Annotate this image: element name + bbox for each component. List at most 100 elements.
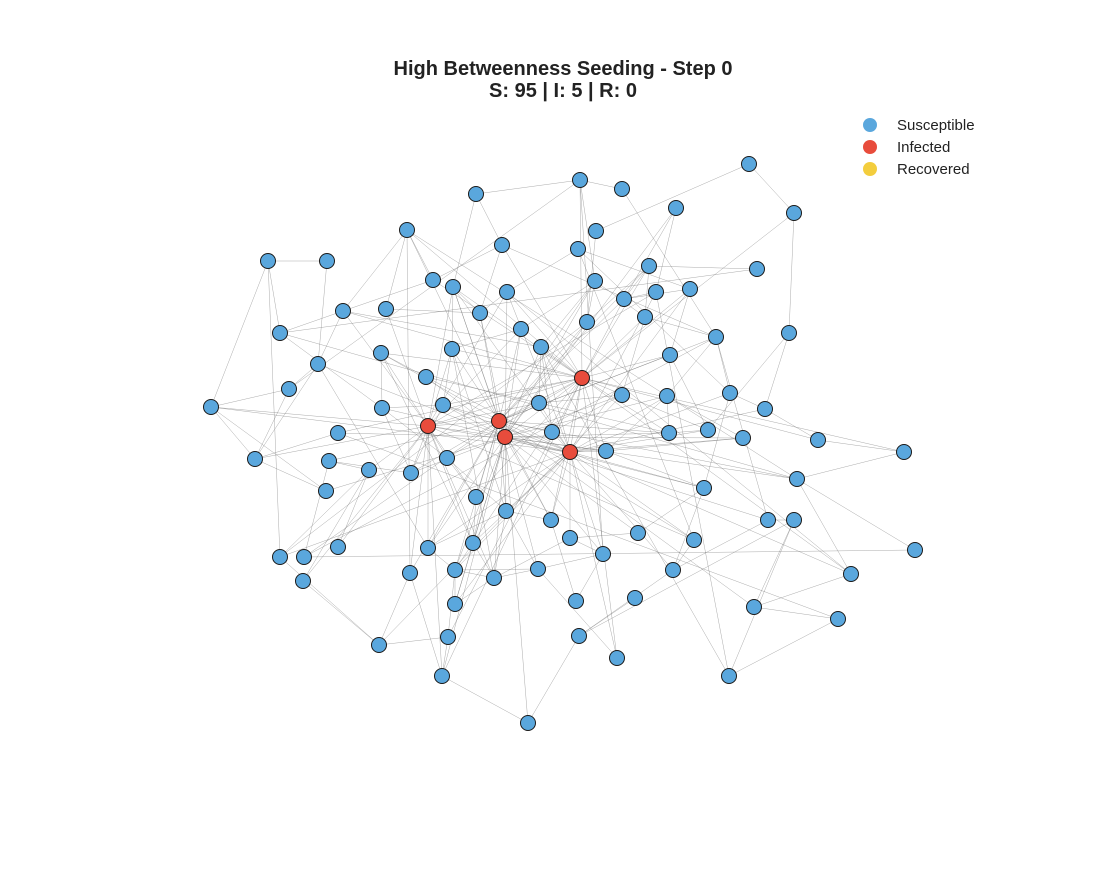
network-edge (666, 336, 717, 397)
susceptible-node (662, 347, 678, 363)
network-edge (427, 291, 657, 427)
network-edge (317, 260, 328, 365)
network-edge (498, 420, 670, 434)
network-edge (550, 451, 571, 521)
susceptible-node (472, 305, 488, 321)
network-edge (254, 458, 327, 492)
network-edge (409, 425, 429, 574)
susceptible-node (402, 565, 418, 581)
susceptible-node (641, 258, 657, 274)
susceptible-node (295, 573, 311, 589)
susceptible-node (562, 530, 578, 546)
network-edge (605, 395, 668, 452)
susceptible-node (760, 512, 776, 528)
susceptible-node (374, 400, 390, 416)
network-edge (504, 328, 522, 438)
network-edge (569, 377, 583, 453)
susceptible-node (588, 223, 604, 239)
network-edge (279, 332, 383, 409)
network-edge (644, 265, 650, 318)
susceptible-node (321, 453, 337, 469)
network-edge (581, 288, 691, 379)
network-nodes (203, 156, 923, 731)
network-edge (595, 163, 750, 232)
network-edge (666, 395, 744, 439)
network-edge (337, 425, 429, 548)
susceptible-node (627, 590, 643, 606)
susceptible-node (520, 715, 536, 731)
susceptible-node (595, 546, 611, 562)
network-edge (569, 395, 668, 453)
susceptible-node (757, 401, 773, 417)
network-edge (210, 406, 571, 453)
network-edge (540, 346, 553, 433)
susceptible-node (420, 540, 436, 556)
network-edge (648, 265, 758, 270)
network-edge (442, 404, 506, 438)
susceptible-node (439, 450, 455, 466)
susceptible-node (749, 261, 765, 277)
network-edge (410, 436, 506, 474)
network-edge (479, 244, 503, 314)
network-edge (577, 248, 731, 394)
network-edge (451, 286, 454, 350)
susceptible-node (781, 325, 797, 341)
network-edge (254, 432, 339, 460)
network-edge (406, 229, 798, 480)
susceptible-node (531, 395, 547, 411)
network-edge (279, 310, 344, 334)
network-edge (796, 451, 905, 480)
network-edge (569, 429, 709, 453)
network-edge (501, 244, 583, 379)
network-edge (498, 420, 571, 453)
susceptible-node (598, 443, 614, 459)
network-edge (378, 572, 411, 646)
susceptible-node (572, 172, 588, 188)
network-edge (337, 432, 839, 620)
susceptible-node (735, 430, 751, 446)
network-edge (504, 436, 705, 489)
network-edge (337, 377, 583, 434)
network-edge (578, 519, 795, 637)
network-edge (254, 388, 290, 460)
susceptible-node (661, 425, 677, 441)
network-edge (303, 336, 717, 558)
susceptible-node (530, 561, 546, 577)
infected-node (497, 429, 513, 445)
susceptible-node (330, 539, 346, 555)
susceptible-node (571, 628, 587, 644)
network-edge (385, 308, 429, 427)
network-edge (753, 573, 852, 608)
network-edge (753, 519, 795, 608)
susceptible-node (447, 562, 463, 578)
network-edge (581, 298, 625, 379)
network-edge (303, 420, 500, 558)
susceptible-node (786, 205, 802, 221)
network-edge (406, 229, 411, 574)
network-edge (506, 291, 583, 379)
network-edge (728, 618, 839, 677)
network-edge (479, 312, 500, 422)
network-edge (454, 568, 539, 571)
network-edge (406, 229, 434, 281)
network-edge (303, 460, 330, 558)
network-edge (381, 407, 506, 438)
network-edge (581, 265, 650, 379)
network-edge (385, 308, 481, 314)
network-edge (504, 436, 604, 555)
susceptible-node (272, 325, 288, 341)
infected-node (420, 418, 436, 434)
network-edge (569, 451, 604, 555)
network-edge (504, 436, 798, 480)
network-edge (267, 260, 281, 558)
network-edge (210, 406, 429, 427)
susceptible-node (494, 237, 510, 253)
network-edge (427, 425, 474, 544)
susceptible-node (399, 222, 415, 238)
susceptible-node (447, 596, 463, 612)
network-edge (441, 675, 529, 724)
network-edge (475, 377, 583, 498)
network-edge (427, 377, 583, 427)
susceptible-node (425, 272, 441, 288)
network-edge (451, 348, 500, 422)
